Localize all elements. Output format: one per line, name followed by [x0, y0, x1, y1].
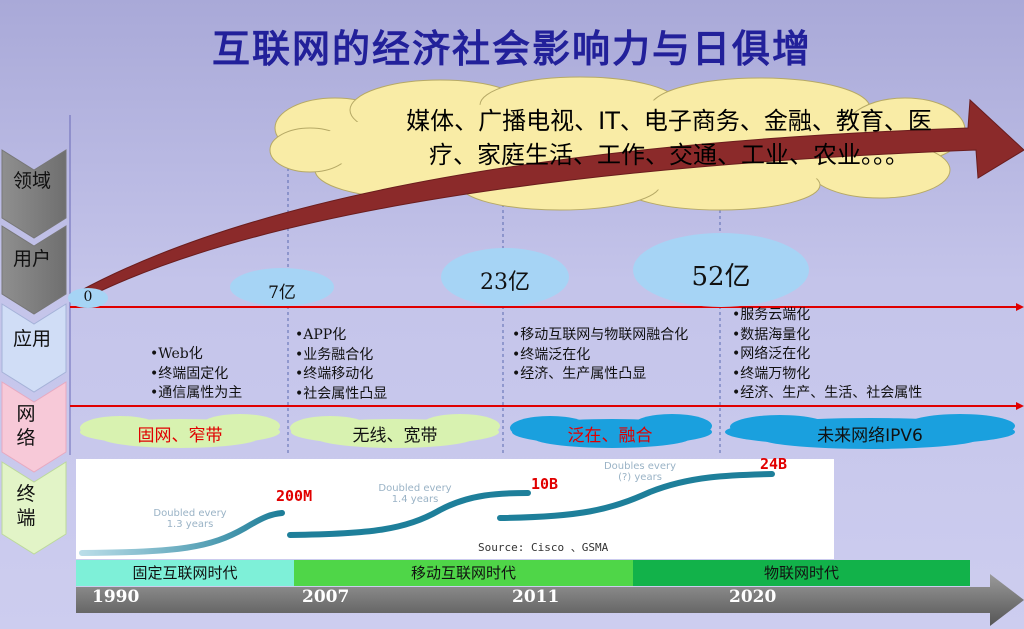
app-list-1-item: •Web化: [150, 346, 203, 362]
user-oval-0: [68, 288, 108, 308]
chevron-users: [1, 225, 67, 315]
era-band-3: [633, 560, 970, 586]
era-label-2: 移动互联网时代: [410, 564, 516, 582]
chevron-terminal: [1, 461, 67, 555]
side-label-apps: 应用: [12, 328, 51, 350]
doubling-note-1: Doubled every 1.3 years: [153, 508, 227, 530]
app-list-2: •APP化 •业务融合化 •终端移动化 •社会属性凸显: [295, 326, 387, 404]
terminal-value-2: 10B: [531, 475, 559, 493]
doubling-note-3: Doubles every (?) years: [603, 461, 677, 483]
network-cloud-3: [510, 414, 712, 448]
user-value-0: 0: [83, 289, 93, 305]
user-value-3: 52亿: [691, 262, 751, 292]
app-list-2-item: •业务融合化: [295, 346, 374, 363]
side-label-domain: 领域: [12, 170, 51, 192]
app-list-1-item: •终端固定化: [150, 365, 229, 382]
terminal-value-3: 24B: [760, 455, 788, 473]
app-list-3-item: •经济、生产属性凸显: [512, 366, 647, 382]
app-list-4-item: •网络泛在化: [732, 346, 811, 362]
doubling-note-2: Doubled every 1.4 years: [378, 483, 452, 505]
year-1990: 1990: [92, 587, 140, 607]
terminal-curve-2: [287, 490, 531, 538]
app-list-2-item: •终端移动化: [295, 366, 374, 382]
user-oval-2: [441, 248, 569, 306]
network-label-2: 无线、宽带: [352, 426, 438, 446]
source-note: Source: Cisco 、GSMA: [478, 541, 609, 554]
era-band-1: [76, 560, 294, 586]
terminal-value-1: 200M: [276, 487, 313, 505]
user-value-1: 7亿: [268, 283, 296, 303]
network-label-3: 泛在、融合: [567, 426, 653, 446]
app-list-2-item: •社会属性凸显: [295, 385, 388, 402]
year-2007: 2007: [302, 587, 350, 607]
terminal-curve-1: [79, 510, 285, 556]
side-label-network: 网络: [16, 403, 36, 449]
user-oval-1: [230, 268, 334, 306]
apps-baseline-arrowhead: [1016, 402, 1024, 410]
chevron-network: [1, 381, 67, 473]
app-list-4: •服务云端化 •数据海量化 •网络泛在化 •终端万物化 •经济、生产、生活、社会…: [732, 306, 922, 404]
network-label-4: 未来网络IPV6: [817, 426, 923, 446]
side-label-users: 用户: [12, 248, 51, 270]
network-cloud-2: [290, 414, 500, 448]
side-label-terminal: 终端: [16, 483, 36, 529]
era-band-2: [294, 560, 633, 586]
app-list-4-item: •数据海量化: [732, 326, 811, 343]
era-label-3: 物联网时代: [763, 564, 839, 582]
page-title: 互联网的经济社会影响力与日俱增: [211, 26, 812, 71]
growth-arrow: [76, 98, 1024, 296]
app-list-1-item: •通信属性为主: [150, 385, 243, 401]
app-list-4-item: •经济、生产、生活、社会属性: [732, 385, 923, 401]
users-baseline-arrowhead: [1016, 303, 1024, 311]
terminal-curve-3: [497, 471, 775, 521]
app-list-1: •Web化 •终端固定化 •通信属性为主: [150, 345, 242, 404]
network-cloud-1: [80, 414, 280, 448]
app-list-3-item: •终端泛在化: [512, 346, 591, 363]
chevron-apps: [1, 303, 67, 393]
year-2020: 2020: [729, 587, 777, 607]
app-list-4-item: •终端万物化: [732, 365, 811, 382]
user-value-2: 23亿: [480, 270, 530, 295]
chevron-domain: [1, 149, 67, 239]
year-2011: 2011: [512, 587, 560, 607]
app-list-4-item: •服务云端化: [732, 307, 811, 323]
domains-text: 媒体、广播电视、IT、电子商务、金融、教育、医疗、家庭生活、工作、交通、工业、农…: [406, 107, 932, 169]
timeline-arrow: [76, 574, 1024, 626]
network-cloud-4: [725, 414, 1015, 449]
era-label-1: 固定互联网时代: [132, 564, 238, 582]
app-list-2-item: •APP化: [295, 327, 347, 343]
network-label-1: 固网、窄带: [137, 426, 223, 446]
app-list-3: •移动互联网与物联网融合化 •终端泛在化 •经济、生产属性凸显: [512, 326, 688, 385]
user-oval-3: [633, 233, 809, 307]
app-list-3-item: •移动互联网与物联网融合化: [512, 327, 689, 343]
